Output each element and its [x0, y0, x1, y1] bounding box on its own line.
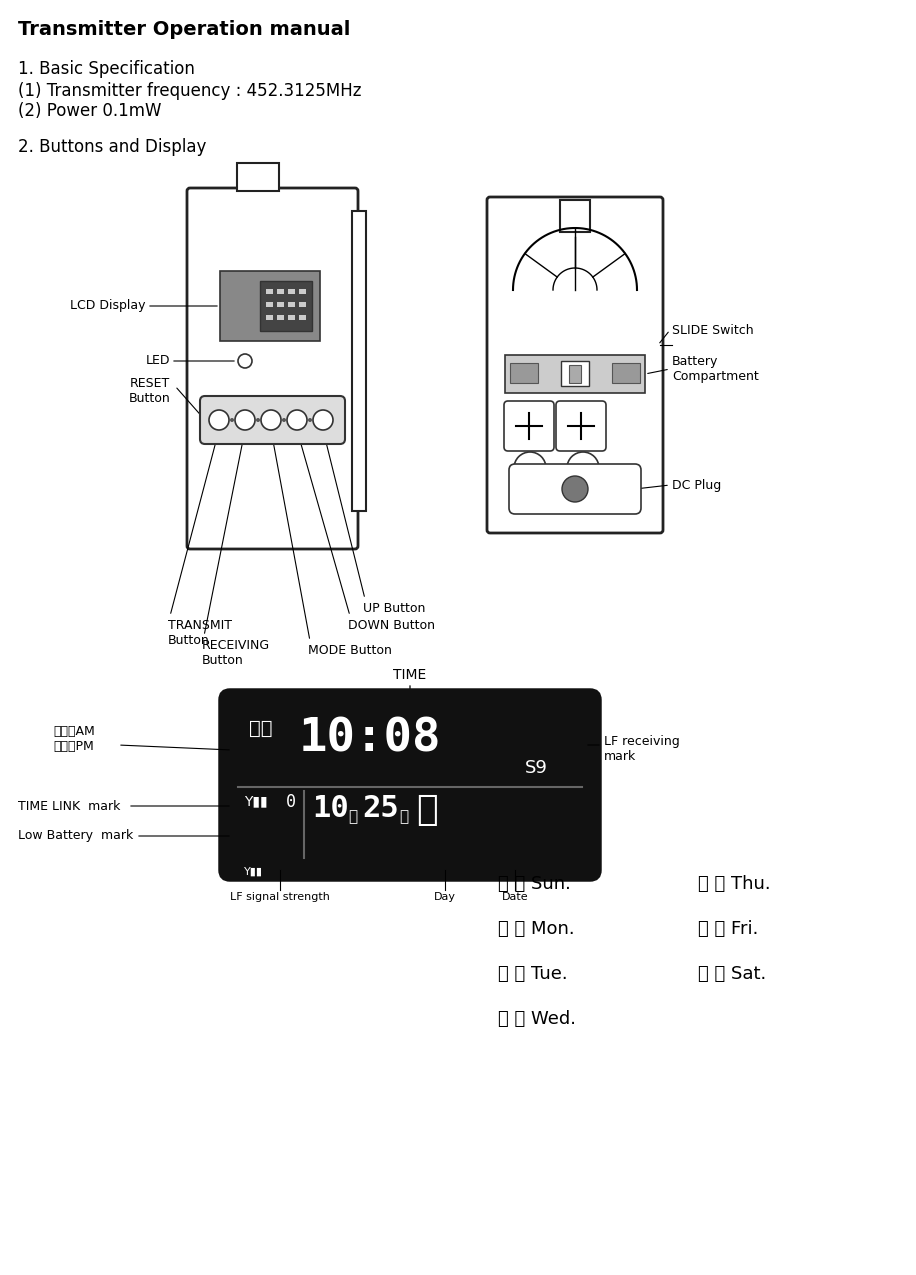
Text: 午前: 午前 [249, 719, 272, 738]
Circle shape [287, 411, 307, 430]
Bar [505, 354, 645, 393]
Bar [569, 365, 581, 382]
Circle shape [209, 411, 229, 430]
Text: TIME: TIME [393, 668, 427, 682]
Circle shape [567, 453, 599, 484]
Bar [220, 272, 320, 340]
Circle shape [282, 418, 286, 422]
Text: Y▮▮: Y▮▮ [244, 794, 267, 808]
Text: LED: LED [146, 354, 170, 367]
Text: SLIDE Switch: SLIDE Switch [672, 324, 754, 337]
Text: 木 ： Thu.: 木 ： Thu. [698, 875, 770, 892]
Bar [266, 315, 273, 320]
Text: LCD Display: LCD Display [70, 300, 145, 312]
Text: RESET
Button: RESET Button [128, 377, 170, 405]
Bar [288, 302, 295, 307]
Bar [288, 315, 295, 320]
Text: (2) Power 0.1mW: (2) Power 0.1mW [18, 102, 161, 120]
Text: TRANSMIT
Button: TRANSMIT Button [168, 618, 232, 646]
FancyBboxPatch shape [556, 402, 606, 451]
Bar [260, 280, 312, 332]
Text: LF signal strength: LF signal strength [230, 892, 330, 901]
Circle shape [230, 418, 234, 422]
Text: 水 ： Wed.: 水 ： Wed. [498, 1010, 576, 1028]
Text: LF receiving
mark: LF receiving mark [604, 734, 680, 762]
FancyBboxPatch shape [509, 464, 641, 514]
Circle shape [562, 476, 588, 502]
Text: 1. Basic Specification: 1. Basic Specification [18, 60, 195, 78]
Text: 10: 10 [312, 794, 349, 822]
Bar [237, 163, 279, 191]
Text: 土: 土 [416, 793, 438, 827]
Text: MODE Button: MODE Button [308, 644, 392, 657]
Bar [266, 302, 273, 307]
Bar [299, 302, 306, 307]
Circle shape [514, 453, 546, 484]
Bar [277, 315, 284, 320]
Text: 月 ： Mon.: 月 ： Mon. [498, 921, 574, 938]
Circle shape [235, 411, 255, 430]
FancyBboxPatch shape [504, 402, 554, 451]
Text: 月: 月 [348, 810, 357, 824]
Text: Battery
Compartment: Battery Compartment [672, 354, 758, 382]
Bar [299, 315, 306, 320]
Text: TIME LINK  mark: TIME LINK mark [18, 799, 120, 812]
Text: S9: S9 [525, 759, 548, 776]
Text: DC Plug: DC Plug [672, 478, 721, 491]
Bar [352, 210, 366, 511]
Bar [612, 363, 640, 382]
Circle shape [313, 411, 333, 430]
Circle shape [238, 354, 252, 368]
Text: 25: 25 [362, 794, 398, 822]
Text: Day: Day [434, 892, 456, 901]
Bar [277, 289, 284, 295]
FancyBboxPatch shape [187, 187, 358, 550]
FancyBboxPatch shape [220, 690, 600, 880]
Text: Low Battery  mark: Low Battery mark [18, 830, 133, 843]
Text: 土 ： Sat.: 土 ： Sat. [698, 965, 767, 983]
Text: Date: Date [502, 892, 529, 901]
Circle shape [261, 411, 281, 430]
Bar [277, 302, 284, 307]
Circle shape [256, 418, 260, 422]
Text: Y▮▮: Y▮▮ [244, 867, 263, 877]
Text: 日 ： Sun.: 日 ： Sun. [498, 875, 571, 892]
Circle shape [308, 418, 312, 422]
Text: Transmitter Operation manual: Transmitter Operation manual [18, 20, 351, 40]
Text: RECEIVING
Button: RECEIVING Button [202, 639, 270, 667]
Text: 2. Buttons and Display: 2. Buttons and Display [18, 138, 206, 156]
Bar [510, 363, 538, 382]
Bar [560, 200, 590, 232]
Bar [288, 289, 295, 295]
Text: 0: 0 [286, 793, 296, 811]
Text: (1) Transmitter frequency : 452.3125MHz: (1) Transmitter frequency : 452.3125MHz [18, 82, 362, 99]
Text: 火 ： Tue.: 火 ： Tue. [498, 965, 568, 983]
Bar [299, 289, 306, 295]
Text: DOWN Button: DOWN Button [348, 618, 435, 632]
Bar [266, 289, 273, 295]
Text: 10:08: 10:08 [299, 717, 442, 762]
Text: 日: 日 [399, 810, 409, 824]
Text: 午前：AM: 午前：AM [53, 725, 94, 738]
Text: 金 ： Fri.: 金 ： Fri. [698, 921, 758, 938]
Text: UP Button: UP Button [363, 602, 425, 615]
Text: 午後：PM: 午後：PM [53, 740, 93, 754]
FancyBboxPatch shape [200, 397, 345, 444]
Bar [561, 361, 589, 386]
FancyBboxPatch shape [487, 198, 663, 533]
